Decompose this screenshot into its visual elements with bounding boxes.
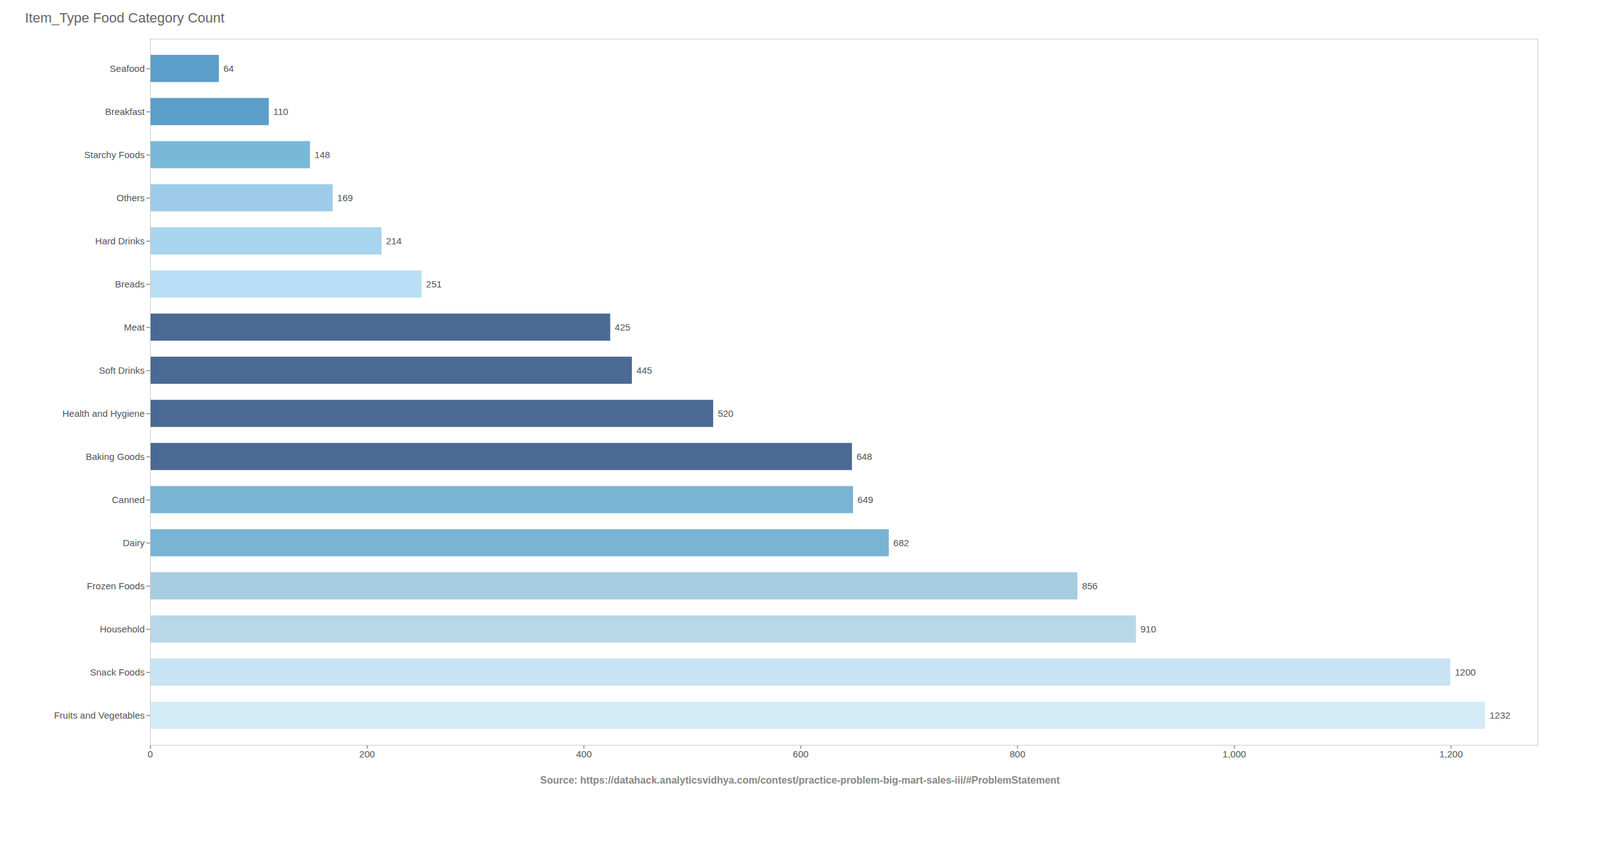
svg-text:Others: Others <box>116 192 145 204</box>
svg-text:425: 425 <box>615 321 631 333</box>
svg-text:Meat: Meat <box>123 321 145 333</box>
svg-text:445: 445 <box>636 365 652 376</box>
svg-text:1,000: 1,000 <box>1222 748 1247 760</box>
svg-text:Soft Drinks: Soft Drinks <box>98 365 145 376</box>
svg-text:Snack Foods: Snack Foods <box>90 666 145 678</box>
svg-text:910: 910 <box>1140 623 1157 635</box>
html-text:Item_Type Food Category Count: Item_Type Food Category Count <box>25 10 225 26</box>
svg-text:169: 169 <box>337 192 354 204</box>
svg-text:64: 64 <box>223 63 235 74</box>
svg-text:800: 800 <box>1009 748 1025 760</box>
svg-text:Breakfast: Breakfast <box>105 106 145 117</box>
svg-text:251: 251 <box>426 278 442 290</box>
svg-text:1200: 1200 <box>1455 666 1476 678</box>
svg-text:214: 214 <box>386 235 402 247</box>
svg-text:Frozen Foods: Frozen Foods <box>86 580 145 592</box>
svg-text:1232: 1232 <box>1489 710 1510 721</box>
svg-text:520: 520 <box>717 408 734 419</box>
html-text:Source: https://datahack.analy: Source: https://datahack.analyticsvidhya… <box>540 775 1060 786</box>
svg-text:Hard Drinks: Hard Drinks <box>95 235 145 247</box>
svg-text:649: 649 <box>857 494 874 505</box>
svg-text:856: 856 <box>1081 580 1098 592</box>
svg-text:0: 0 <box>147 748 153 760</box>
svg-text:Seafood: Seafood <box>110 63 145 74</box>
svg-text:Breads: Breads <box>115 278 145 290</box>
svg-text:Canned: Canned <box>111 494 145 505</box>
svg-text:200: 200 <box>359 748 375 760</box>
svg-text:1,200: 1,200 <box>1439 748 1464 760</box>
svg-text:Fruits and Vegetables: Fruits and Vegetables <box>53 710 145 721</box>
svg-text:682: 682 <box>893 537 909 549</box>
svg-text:Household: Household <box>100 623 145 635</box>
svg-text:648: 648 <box>856 451 872 462</box>
svg-text:Dairy: Dairy <box>122 537 145 549</box>
svg-text:110: 110 <box>273 106 289 117</box>
svg-text:400: 400 <box>576 748 592 760</box>
svg-text:Starchy Foods: Starchy Foods <box>84 149 145 160</box>
svg-text:148: 148 <box>314 149 330 160</box>
svg-text:600: 600 <box>793 748 809 760</box>
svg-text:Health and Hygiene: Health and Hygiene <box>62 408 145 419</box>
svg-text:Baking Goods: Baking Goods <box>85 451 145 462</box>
